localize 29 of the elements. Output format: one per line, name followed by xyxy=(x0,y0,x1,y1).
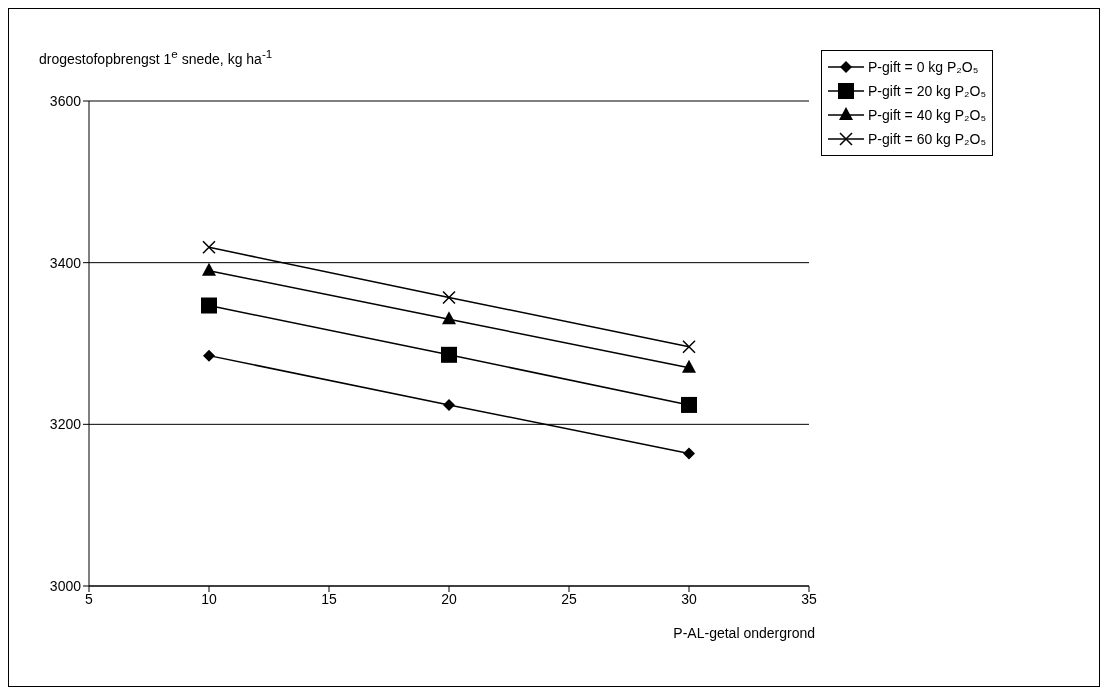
legend-label: P-gift = 60 kg P₂O₅ xyxy=(868,131,987,147)
y-tick-label: 3000 xyxy=(49,577,82,594)
legend-label: P-gift = 0 kg P₂O₅ xyxy=(868,59,979,75)
x-axis-title: P-AL-getal ondergrond xyxy=(673,625,815,641)
point xyxy=(201,297,217,314)
point xyxy=(202,240,216,255)
point xyxy=(683,447,695,460)
point xyxy=(442,311,456,325)
legend-label: P-gift = 20 kg P₂O₅ xyxy=(868,83,987,99)
point xyxy=(681,396,697,413)
point xyxy=(682,339,696,354)
x-tick-label: 15 xyxy=(321,590,337,607)
x-tick-label: 10 xyxy=(201,590,217,607)
x-tick-label: 30 xyxy=(681,590,697,607)
point xyxy=(202,262,216,276)
y-tick-label: 3400 xyxy=(49,254,82,271)
point xyxy=(441,346,457,363)
point xyxy=(443,398,455,411)
point xyxy=(442,290,456,305)
y-tick-label: 3200 xyxy=(49,416,82,433)
y-axis-title: drogestofopbrengst 1$^{e}$ snede, kg ha$^{-1}$ xyxy=(39,47,273,67)
x-tick-label: 25 xyxy=(561,590,577,607)
x-tick-label: 35 xyxy=(801,590,817,607)
point xyxy=(203,349,215,362)
point xyxy=(682,359,696,373)
x-tick-label: 5 xyxy=(85,590,94,607)
y-tick-label: 3600 xyxy=(49,92,82,109)
x-tick-label: 20 xyxy=(441,590,457,607)
legend-label: P-gift = 40 kg P₂O₅ xyxy=(868,107,987,123)
